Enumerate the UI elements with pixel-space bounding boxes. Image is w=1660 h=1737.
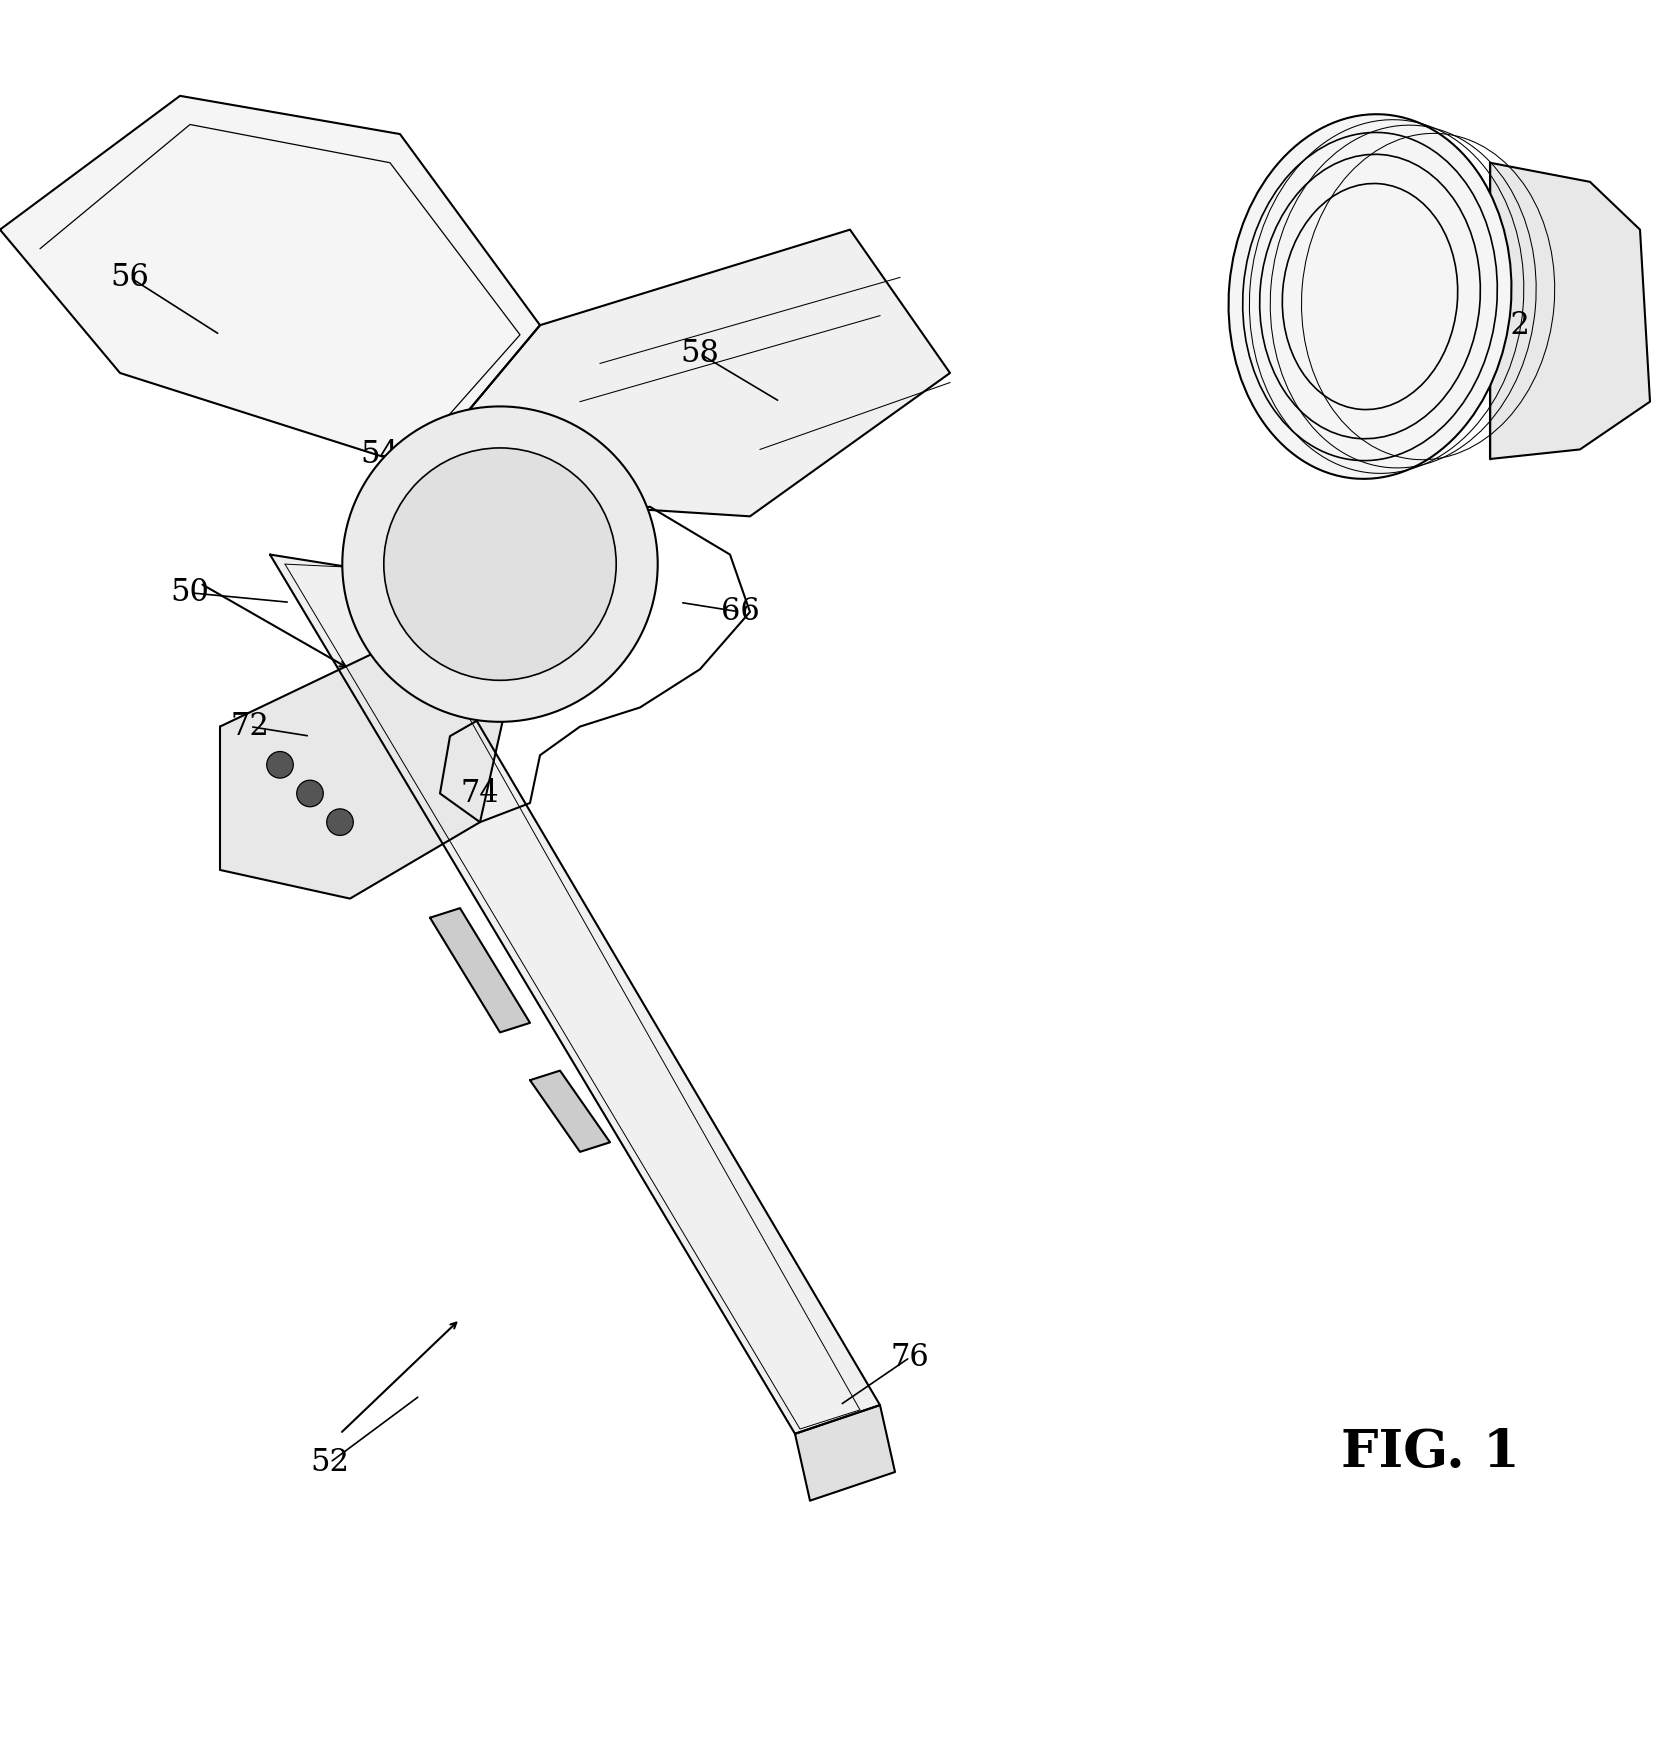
Text: 64: 64 [410, 443, 450, 474]
Circle shape [342, 406, 657, 723]
Polygon shape [430, 908, 530, 1032]
Text: 66: 66 [720, 596, 759, 627]
Text: 68: 68 [400, 538, 440, 570]
Polygon shape [1491, 163, 1650, 459]
Text: 62: 62 [1491, 309, 1529, 340]
Polygon shape [271, 554, 880, 1433]
Polygon shape [221, 650, 510, 898]
Circle shape [383, 448, 616, 681]
Text: 72: 72 [231, 710, 269, 742]
Text: 50: 50 [171, 577, 209, 608]
Ellipse shape [1228, 115, 1512, 479]
Polygon shape [420, 229, 950, 516]
Text: 56: 56 [111, 262, 149, 294]
Circle shape [327, 809, 354, 835]
Text: 58: 58 [681, 339, 719, 370]
Text: FIG. 1: FIG. 1 [1341, 1428, 1519, 1478]
Polygon shape [0, 96, 540, 469]
Circle shape [297, 780, 324, 806]
Text: 54: 54 [360, 439, 400, 469]
Text: 76: 76 [891, 1341, 930, 1372]
Text: 74: 74 [461, 778, 500, 809]
Polygon shape [795, 1405, 895, 1501]
Polygon shape [450, 469, 520, 526]
Text: 52: 52 [310, 1447, 350, 1478]
Circle shape [267, 752, 294, 778]
Polygon shape [530, 1070, 609, 1152]
